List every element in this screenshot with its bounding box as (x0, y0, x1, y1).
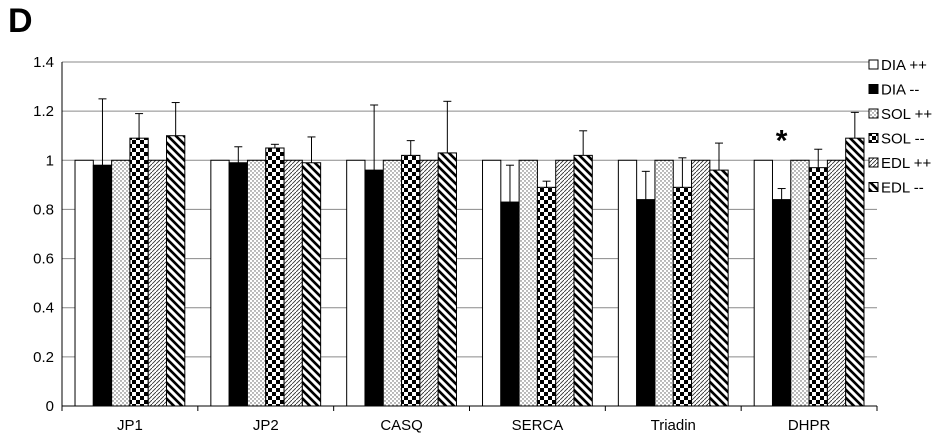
bar-triadin-4 (691, 159, 711, 407)
legend-label: DIA ++ (881, 57, 927, 74)
bar-jp2-2 (246, 159, 267, 407)
legend-label: SOL -- (881, 131, 925, 148)
bar-dhpr-4 (826, 159, 847, 407)
bar-jp1-2 (111, 159, 131, 407)
panel-label: D (8, 2, 33, 40)
bar-dhpr-1 (771, 199, 792, 407)
legend-swatch (868, 157, 879, 168)
bar-jp2-3 (265, 147, 285, 407)
x-tick-label: JP1 (117, 417, 143, 434)
significance-asterisk: * (776, 125, 788, 158)
bar-triadin-2 (654, 159, 674, 407)
x-tick-label: JP2 (253, 417, 279, 434)
y-tick-label: 0.8 (33, 201, 54, 218)
y-tick-label: 1.2 (33, 103, 54, 120)
bar-serca-4 (555, 159, 575, 407)
x-tick-label: SERCA (512, 417, 564, 434)
bars: * (74, 98, 865, 407)
bar-casq-0 (346, 159, 366, 407)
bar-serca-5 (573, 154, 593, 407)
x-tick-label: CASQ (380, 417, 423, 434)
y-tick-label: 0.6 (33, 251, 54, 268)
y-tick-label: 0.2 (33, 349, 54, 366)
legend-label: EDL ++ (881, 155, 932, 172)
bar-dhpr-0 (753, 159, 773, 407)
bar-serca-2 (518, 159, 538, 407)
legend-swatch (868, 84, 879, 94)
bar-jp1-4 (147, 159, 168, 407)
y-tick-label: 1.4 (33, 54, 54, 71)
y-tick-label: 0 (46, 398, 54, 415)
bar-casq-4 (419, 159, 439, 407)
bar-jp1-1 (92, 164, 113, 407)
bar-dhpr-3 (808, 167, 828, 407)
legend: DIA ++ DIA -- SOL ++ SOL -- EDL ++ EDL -- (868, 57, 932, 197)
bar-casq-5 (437, 152, 457, 407)
legend-label: DIA -- (881, 82, 919, 99)
bar-serca-1 (500, 201, 520, 407)
bar-jp2-0 (210, 159, 230, 407)
bar-casq-1 (364, 169, 384, 407)
legend-swatch (868, 182, 879, 192)
bar-jp2-4 (283, 159, 303, 407)
bar-triadin-5 (709, 169, 729, 407)
bar-jp2-5 (301, 162, 322, 407)
bar-serca-3 (536, 186, 557, 407)
bar-jp1-3 (129, 137, 149, 407)
legend-label: SOL ++ (881, 106, 932, 123)
axes: 0 0.2 0.4 0.6 0.8 1 1.2 1.4 JP1 JP2 CASQ SERCA Triad… (33, 54, 878, 434)
bar-triadin-0 (617, 159, 638, 407)
legend-swatch (868, 108, 879, 119)
y-tick-label: 0.4 (33, 300, 54, 317)
legend-label: EDL -- (881, 180, 924, 197)
x-tick-label: DHPR (788, 417, 831, 434)
bar-dhpr-5 (845, 137, 865, 407)
y-tick-label: 1 (46, 152, 54, 169)
legend-swatch (868, 59, 879, 70)
bar-jp1-5 (166, 135, 186, 407)
bar-triadin-3 (672, 186, 693, 407)
bar-serca-0 (482, 159, 502, 407)
bar-jp1-0 (74, 159, 94, 407)
bar-dhpr-2 (790, 159, 810, 407)
bar-casq-2 (382, 159, 403, 407)
legend-swatch (868, 133, 879, 143)
bar-triadin-1 (636, 199, 656, 407)
x-tick-label: Triadin (651, 417, 696, 434)
bar-casq-3 (401, 154, 421, 407)
bar-jp2-1 (228, 162, 248, 407)
